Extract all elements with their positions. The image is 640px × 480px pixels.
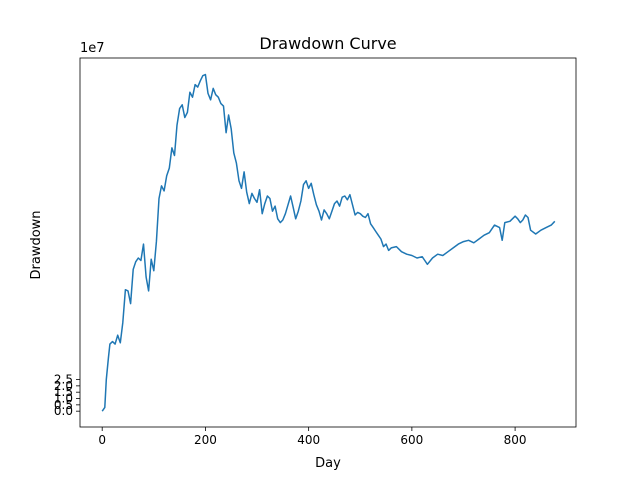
y-tick-label: 0.0	[54, 404, 73, 418]
x-tick-label: 600	[400, 433, 423, 447]
y-tick-label: 2.5	[54, 373, 73, 387]
x-tick-label: 200	[194, 433, 217, 447]
y-tick-label: 0.5	[54, 398, 73, 412]
x-axis-label: Day	[315, 456, 341, 471]
y-tick-label: 1.5	[54, 385, 73, 399]
x-tick-label: 800	[504, 433, 527, 447]
x-tick-label: 0	[98, 433, 106, 447]
y-offset-text: 1e7	[80, 41, 105, 56]
y-axis-label: Drawdown	[29, 210, 44, 279]
drawdown-line	[101, 73, 556, 412]
plot-area: 0 200 400 600 800 0.00.51.01.52.02.5	[54, 57, 577, 447]
y-tick-label: 2.0	[54, 379, 73, 393]
x-tick-label: 400	[297, 433, 320, 447]
chart-title: Drawdown Curve	[259, 34, 396, 53]
y-tick-label: 1.0	[54, 392, 73, 406]
axes-frame	[79, 57, 577, 428]
